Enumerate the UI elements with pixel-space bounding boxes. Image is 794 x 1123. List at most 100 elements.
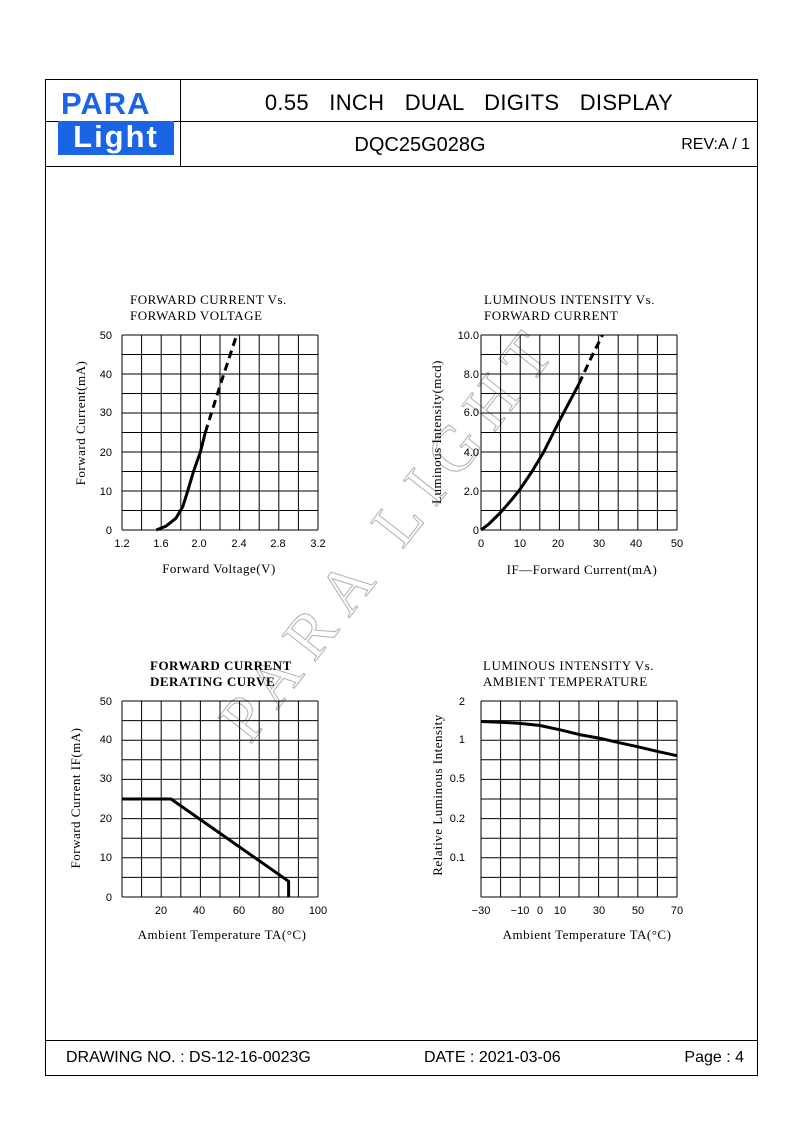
chart2-ylabel: Luminous Intensity(mcd) — [429, 360, 444, 504]
chart2-subtitle: FORWARD CURRENT — [484, 308, 618, 323]
chart1-y-tick-label: 30 — [100, 407, 112, 419]
chart1-subtitle: FORWARD VOLTAGE — [130, 308, 263, 323]
chart4-x-tick-label: 70 — [671, 905, 683, 917]
chart1-x-tick-label: 2.0 — [191, 538, 206, 550]
chart4-y-tick-label: 0.5 — [450, 773, 465, 785]
header-divider-bottom — [45, 166, 758, 167]
document-title: 0.55 INCH DUAL DIGITS DISPLAY — [264, 90, 674, 115]
chart2-x-tick-label: 40 — [630, 538, 642, 550]
chart1-y-tick-label: 40 — [100, 369, 112, 381]
chart1-x-tick-label: 1.6 — [153, 538, 168, 550]
chart3-y-tick-label: 30 — [100, 773, 112, 785]
chart-forward-current-vs-voltage: FORWARD CURRENT Vs. FORWARD VOLTAGE 1.2 1… — [73, 292, 326, 576]
chart1-y-tick-label: 50 — [100, 330, 112, 342]
page-number: Page : 4 — [684, 1049, 744, 1066]
logo-ight-text: ight — [94, 119, 159, 154]
chart2-lines — [480, 334, 604, 532]
drawing-number: DRAWING NO. : DS-12-16-0023G — [66, 1049, 311, 1066]
chart4-ticks: −30 −10 0 10 30 50 70 0.1 0.2 0.5 1 2 — [450, 696, 683, 917]
chart-forward-current-derating: FORWARD CURRENT DERATING CURVE 20 40 60 80 1… — [68, 658, 327, 942]
chart1-x-tick-label: 2.4 — [231, 538, 246, 550]
logo-light-block: Light — [58, 121, 174, 155]
chart4-x-tick-label: 0 — [537, 905, 543, 917]
chart1-x-tick-label: 2.8 — [270, 538, 285, 550]
chart1-ticks: 1.2 1.6 2.0 2.4 2.8 3.2 0 10 20 30 40 50 — [100, 330, 326, 550]
chart4-y-tick-label: 0.1 — [450, 852, 465, 864]
chart2-ticks: 0 10 20 30 40 50 0 2.0 4.0 6.0 8.0 10.0 — [458, 330, 684, 550]
chart3-x-tick-label: 60 — [233, 905, 245, 917]
logo-l-letter: L — [73, 119, 95, 154]
chart2-x-tick-label: 30 — [593, 538, 605, 550]
chart3-ylabel: Forward Current IF(mA) — [68, 728, 83, 869]
chart2-y-tick-label: 0 — [473, 525, 479, 537]
chart3-y-tick-label: 50 — [100, 696, 112, 708]
chart4-y-tick-label: 2 — [459, 696, 465, 708]
chart3-subtitle: DERATING CURVE — [150, 674, 275, 689]
chart4-x-tick-label: −10 — [511, 905, 530, 917]
chart2-x-tick-label: 10 — [514, 538, 526, 550]
document-date: DATE : 2021-03-06 — [424, 1049, 561, 1066]
chart4-y-tick-label: 0.2 — [450, 813, 465, 825]
chart2-x-tick-label: 0 — [478, 538, 484, 550]
logo-para-text: PARA — [61, 86, 151, 121]
chart3-xlabel: Ambient Temperature TA(°C) — [138, 927, 307, 942]
chart1-y-tick-label: 10 — [100, 486, 112, 498]
chart4-x-tick-label: 10 — [554, 905, 566, 917]
footer-divider — [45, 1040, 758, 1041]
chart4-x-tick-label: 30 — [593, 905, 605, 917]
chart3-series-line — [122, 797, 291, 897]
chart1-y-tick-label: 0 — [106, 525, 112, 537]
chart2-series-line — [480, 383, 581, 532]
chart1-ylabel: Forward Current(mA) — [73, 361, 88, 486]
chart3-x-tick-label: 80 — [272, 905, 284, 917]
chart1-series-line — [155, 432, 207, 532]
chart4-x-tick-label: 50 — [632, 905, 644, 917]
chart4-ylabel: Relative Luminous Intensity — [430, 714, 445, 876]
page-frame — [45, 79, 758, 1076]
chart3-x-tick-label: 20 — [155, 905, 167, 917]
chart-luminous-intensity-vs-current: LUMINOUS INTENSITY Vs. FORWARD CURRENT 0… — [429, 292, 683, 577]
chart1-grid — [121, 334, 319, 531]
chart3-x-tick-label: 40 — [193, 905, 205, 917]
chart2-grid — [480, 334, 678, 531]
chart2-x-tick-label: 20 — [552, 538, 564, 550]
chart3-y-tick-label: 40 — [100, 734, 112, 746]
chart4-y-tick-label: 1 — [459, 734, 465, 746]
chart4-grid — [480, 700, 678, 898]
chart3-x-tick-label: 100 — [309, 905, 327, 917]
chart4-title: LUMINOUS INTENSITY Vs. — [483, 658, 654, 673]
chart2-title: LUMINOUS INTENSITY Vs. — [484, 292, 655, 307]
chart3-y-tick-label: 0 — [106, 892, 112, 904]
chart1-x-tick-label: 1.2 — [114, 538, 129, 550]
chart2-x-tick-label: 50 — [671, 538, 683, 550]
chart3-y-tick-label: 20 — [100, 813, 112, 825]
chart2-y-tick-label: 10.0 — [458, 330, 479, 342]
chart1-xlabel: Forward Voltage(V) — [162, 561, 276, 576]
chart3-lines — [122, 797, 291, 897]
chart2-y-tick-label: 4.0 — [464, 447, 479, 459]
chart3-y-tick-label: 10 — [100, 852, 112, 864]
chart3-title: FORWARD CURRENT — [150, 658, 292, 673]
chart4-xlabel: Ambient Temperature TA(°C) — [503, 927, 672, 942]
chart4-subtitle: AMBIENT TEMPERATURE — [483, 674, 648, 689]
chart4-x-tick-label: −30 — [472, 905, 491, 917]
chart4-series-line — [480, 720, 678, 758]
chart4-lines — [480, 720, 678, 758]
chart1-y-tick-label: 20 — [100, 447, 112, 459]
chart2-series-line — [577, 334, 604, 385]
chart2-y-tick-label: 8.0 — [464, 369, 479, 381]
chart-luminous-intensity-vs-temperature: LUMINOUS INTENSITY Vs. AMBIENT TEMPERATU… — [430, 658, 683, 942]
logo-divider — [180, 79, 181, 166]
part-number: DQC25G028G — [354, 134, 486, 156]
revision-label: REV:A / 1 — [681, 136, 750, 153]
chart1-lines — [155, 334, 239, 532]
chart1-series-line — [203, 334, 239, 433]
chart2-y-tick-label: 6.0 — [464, 407, 479, 419]
chart3-ticks: 20 40 60 80 100 0 10 20 30 40 50 — [100, 696, 327, 917]
chart2-y-tick-label: 2.0 — [464, 486, 479, 498]
chart2-xlabel: IF—Forward Current(mA) — [507, 562, 658, 577]
chart1-title: FORWARD CURRENT Vs. — [130, 292, 287, 307]
header-divider-top — [45, 121, 758, 122]
company-logo: PARA Light — [58, 88, 174, 158]
